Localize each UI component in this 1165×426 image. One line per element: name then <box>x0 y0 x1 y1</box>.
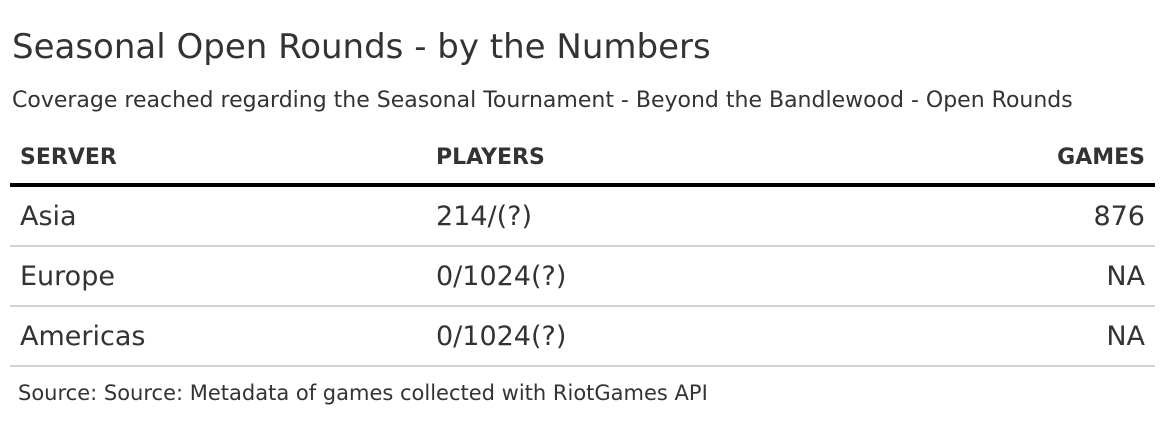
cell-server: Europe <box>20 260 115 292</box>
table-title: Seasonal Open Rounds - by the Numbers <box>12 27 711 67</box>
table-row: Americas 0/1024(?) NA <box>10 307 1155 367</box>
column-header-server: SERVER <box>20 144 117 170</box>
cell-games: 876 <box>1093 200 1145 232</box>
column-header-players: PLAYERS <box>436 144 545 170</box>
cell-server: Asia <box>20 200 77 232</box>
data-table: SERVER PLAYERS GAMES Asia 214/(?) 876 Eu… <box>10 131 1155 367</box>
cell-games: NA <box>1106 320 1145 352</box>
cell-server: Americas <box>20 320 146 352</box>
cell-games: NA <box>1106 260 1145 292</box>
cell-players: 0/1024(?) <box>436 320 567 352</box>
table-header-row: SERVER PLAYERS GAMES <box>10 131 1155 187</box>
table-row: Asia 214/(?) 876 <box>10 187 1155 247</box>
table-row: Europe 0/1024(?) NA <box>10 247 1155 307</box>
cell-players: 0/1024(?) <box>436 260 567 292</box>
table-subtitle: Coverage reached regarding the Seasonal … <box>12 88 1073 113</box>
source-note: Source: Source: Metadata of games collec… <box>18 381 708 405</box>
column-header-games: GAMES <box>1057 144 1145 170</box>
cell-players: 214/(?) <box>436 200 533 232</box>
